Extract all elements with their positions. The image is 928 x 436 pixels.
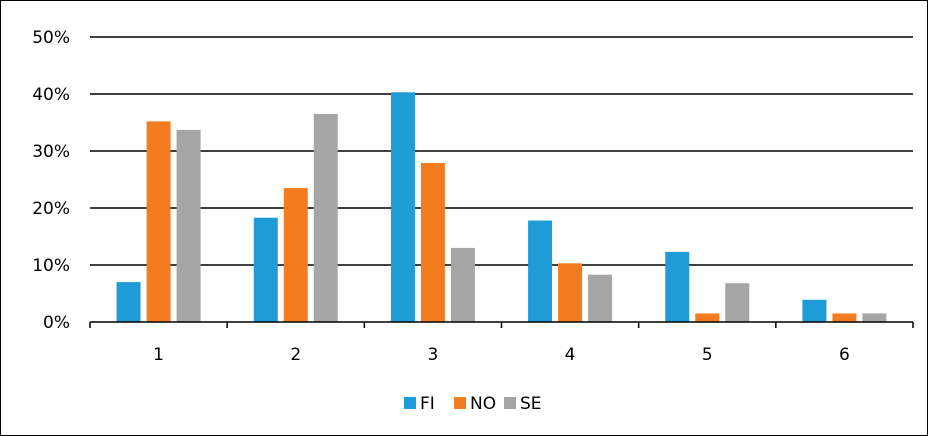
y-axis-ticks: 0% 10% 20% 30% 40% 50%: [32, 28, 70, 333]
x-tick-label: 3: [428, 345, 439, 365]
gridlines: [90, 36, 913, 266]
x-axis-ticks: 1 2 3 4 5 6: [153, 345, 850, 365]
y-tick-label: 40%: [32, 85, 70, 105]
bar-fi-1: [116, 282, 141, 322]
bar-no-1: [146, 121, 171, 322]
legend: FI NO SE: [404, 394, 542, 414]
y-tick-label: 50%: [32, 28, 70, 48]
bar-fi-4: [528, 220, 553, 322]
legend-swatch-no: [454, 397, 466, 409]
legend-label-no: NO: [470, 394, 496, 414]
bar-se-5: [725, 283, 750, 322]
x-tick-label: 5: [702, 345, 713, 365]
bar-no-6: [832, 313, 857, 322]
x-tick-label: 4: [565, 345, 576, 365]
bar-se-6: [862, 313, 887, 322]
bar-no-2: [283, 188, 308, 322]
bar-se-3: [450, 247, 475, 322]
y-tick-label: 20%: [32, 199, 70, 219]
bar-se-2: [313, 113, 338, 322]
x-tick-label: 6: [839, 345, 850, 365]
bar-fi-2: [253, 217, 278, 322]
legend-swatch-se: [504, 397, 516, 409]
y-tick-label: 30%: [32, 142, 70, 162]
legend-swatch-fi: [404, 397, 416, 409]
bar-no-5: [695, 313, 720, 322]
bar-no-3: [420, 162, 445, 322]
y-tick-label: 0%: [43, 313, 70, 333]
x-tick-label: 2: [290, 345, 301, 365]
bar-se-4: [588, 274, 613, 322]
bar-se-1: [176, 129, 201, 322]
bar-no-4: [558, 263, 583, 322]
legend-label-se: SE: [520, 394, 542, 414]
y-tick-label: 10%: [32, 256, 70, 276]
bar-fi-3: [390, 92, 415, 322]
legend-label-fi: FI: [420, 394, 435, 414]
bar-fi-6: [802, 299, 827, 322]
bars: [116, 92, 887, 322]
axes: [89, 321, 914, 328]
x-tick-label: 1: [153, 345, 164, 365]
bar-fi-5: [665, 251, 690, 322]
